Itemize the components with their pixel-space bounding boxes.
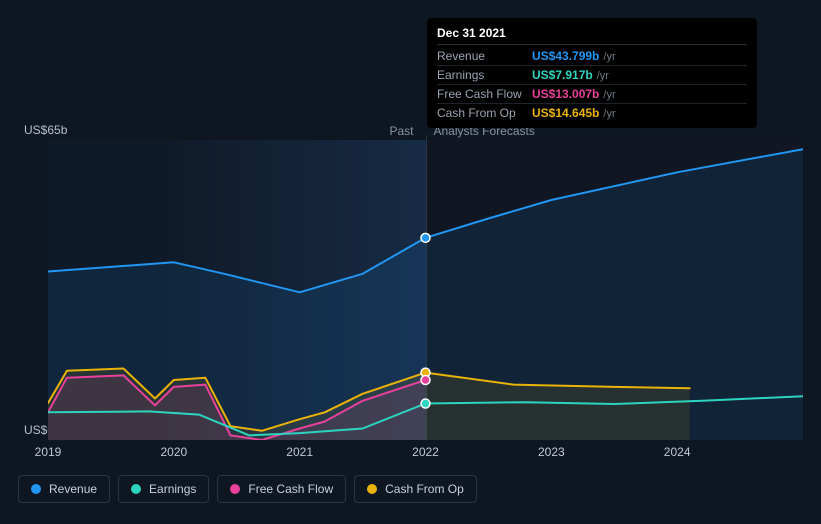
- x-tick-2023: 2023: [538, 445, 565, 459]
- legend-label-free_cash_flow: Free Cash Flow: [248, 482, 333, 496]
- tooltip-label: Earnings: [437, 68, 532, 82]
- y-axis-label-top: US$65b: [24, 123, 67, 137]
- tooltip-row-cash-from-op: Cash From OpUS$14.645b/yr: [437, 104, 747, 122]
- tooltip-label: Cash From Op: [437, 106, 532, 120]
- tooltip-unit: /yr: [603, 89, 615, 101]
- chart-svg: [48, 140, 803, 440]
- x-axis: 201920202021202220232024: [48, 445, 803, 465]
- legend-swatch-cash_from_op: [367, 484, 377, 494]
- legend-swatch-revenue: [31, 484, 41, 494]
- legend-label-earnings: Earnings: [149, 482, 196, 496]
- tooltip-value: US$43.799b: [532, 49, 599, 63]
- tooltip-value: US$7.917b: [532, 68, 593, 82]
- tooltip-label: Revenue: [437, 49, 532, 63]
- tooltip-label: Free Cash Flow: [437, 87, 532, 101]
- tooltip-row-revenue: RevenueUS$43.799b/yr: [437, 47, 747, 66]
- tooltip-unit: /yr: [603, 51, 615, 63]
- tooltip-date: Dec 31 2021: [437, 26, 747, 45]
- tooltip-value: US$13.007b: [532, 87, 599, 101]
- tooltip-row-earnings: EarningsUS$7.917b/yr: [437, 66, 747, 85]
- tooltip-unit: /yr: [603, 108, 615, 120]
- legend-label-cash_from_op: Cash From Op: [385, 482, 464, 496]
- legend-item-free_cash_flow[interactable]: Free Cash Flow: [217, 475, 346, 503]
- legend-swatch-earnings: [131, 484, 141, 494]
- legend-item-earnings[interactable]: Earnings: [118, 475, 209, 503]
- marker-free_cash_flow: [421, 376, 430, 385]
- marker-revenue: [421, 233, 430, 242]
- marker-earnings: [421, 399, 430, 408]
- legend-item-revenue[interactable]: Revenue: [18, 475, 110, 503]
- tooltip-value: US$14.645b: [532, 106, 599, 120]
- chart-tooltip: Dec 31 2021 RevenueUS$43.799b/yrEarnings…: [427, 18, 757, 128]
- divider-label-past: Past: [390, 124, 414, 138]
- plot-area[interactable]: Past Analysts Forecasts: [48, 140, 803, 440]
- legend: Revenue Earnings Free Cash Flow Cash From O…: [18, 475, 477, 503]
- x-tick-2022: 2022: [412, 445, 439, 459]
- legend-swatch-free_cash_flow: [230, 484, 240, 494]
- x-tick-2021: 2021: [286, 445, 313, 459]
- x-tick-2019: 2019: [35, 445, 62, 459]
- legend-label-revenue: Revenue: [49, 482, 97, 496]
- legend-item-cash_from_op[interactable]: Cash From Op: [354, 475, 477, 503]
- tooltip-row-free-cash-flow: Free Cash FlowUS$13.007b/yr: [437, 85, 747, 104]
- x-tick-2020: 2020: [160, 445, 187, 459]
- x-tick-2024: 2024: [664, 445, 691, 459]
- tooltip-unit: /yr: [597, 70, 609, 82]
